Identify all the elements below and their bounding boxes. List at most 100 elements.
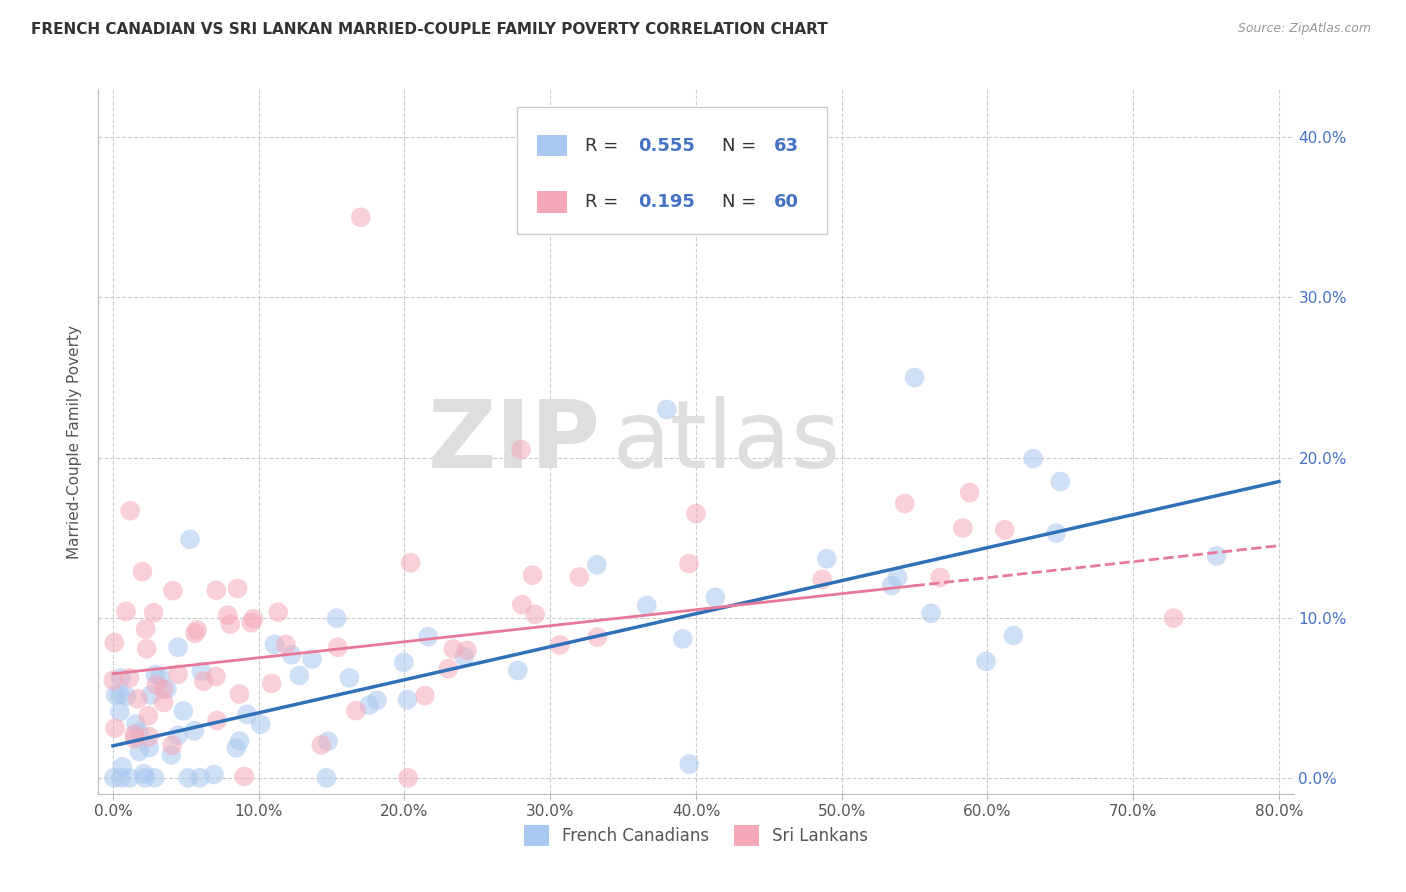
Point xyxy=(506,664,529,678)
Point xyxy=(228,687,250,701)
Point xyxy=(1022,451,1045,466)
Point xyxy=(205,714,228,728)
Point xyxy=(685,507,707,521)
Text: atlas: atlas xyxy=(613,395,841,488)
Point xyxy=(125,717,148,731)
Point xyxy=(974,654,997,668)
Point xyxy=(128,725,150,739)
Point xyxy=(952,521,974,535)
Point xyxy=(260,676,283,690)
Text: N =: N = xyxy=(723,193,762,211)
Point xyxy=(142,606,165,620)
Point xyxy=(120,504,142,518)
Point xyxy=(138,730,160,744)
Point xyxy=(413,689,436,703)
Point xyxy=(288,668,311,682)
Text: R =: R = xyxy=(585,193,624,211)
Point xyxy=(811,572,834,586)
Point xyxy=(366,693,388,707)
Point xyxy=(326,640,349,655)
Point xyxy=(1163,611,1185,625)
Point xyxy=(233,769,256,783)
Point xyxy=(586,630,609,644)
Point xyxy=(815,551,838,566)
Point xyxy=(134,771,156,785)
Point xyxy=(249,717,271,731)
Text: 0.555: 0.555 xyxy=(638,136,696,154)
Point xyxy=(186,623,208,637)
Point xyxy=(510,598,533,612)
Point xyxy=(880,578,903,592)
Point xyxy=(453,649,475,664)
Text: 63: 63 xyxy=(773,136,799,154)
Point xyxy=(136,708,159,723)
Point xyxy=(188,771,211,785)
Point xyxy=(994,523,1017,537)
Point xyxy=(160,747,183,762)
Text: ZIP: ZIP xyxy=(427,395,600,488)
Point xyxy=(524,607,547,622)
Point xyxy=(339,671,361,685)
Point xyxy=(263,637,285,651)
Point xyxy=(437,662,460,676)
Point xyxy=(202,767,225,781)
Point xyxy=(152,696,174,710)
Point xyxy=(167,667,190,681)
Point xyxy=(920,607,942,621)
Point xyxy=(108,688,131,702)
Point xyxy=(132,766,155,780)
Point xyxy=(108,705,131,719)
Point xyxy=(149,670,172,684)
Point xyxy=(219,617,242,632)
Text: 60: 60 xyxy=(773,193,799,211)
Point xyxy=(152,682,174,697)
Point xyxy=(510,442,533,457)
Point xyxy=(138,740,160,755)
Point xyxy=(205,583,228,598)
Point xyxy=(418,630,440,644)
Point xyxy=(1205,549,1227,563)
Point xyxy=(145,678,167,692)
Point xyxy=(167,728,190,742)
Point xyxy=(167,640,190,655)
Point xyxy=(115,604,138,618)
Point xyxy=(392,655,415,669)
Point xyxy=(190,665,212,679)
FancyBboxPatch shape xyxy=(537,192,567,212)
Point xyxy=(183,723,205,738)
Point xyxy=(131,565,153,579)
Point xyxy=(135,622,157,636)
Point xyxy=(156,681,179,696)
Point xyxy=(236,707,259,722)
Point xyxy=(242,612,264,626)
Point xyxy=(172,704,194,718)
Point xyxy=(228,734,250,748)
Point xyxy=(1045,526,1067,541)
Point xyxy=(217,608,239,623)
Point xyxy=(350,211,373,225)
Point xyxy=(655,402,678,417)
Point xyxy=(124,731,146,746)
Point xyxy=(128,744,150,758)
Text: Source: ZipAtlas.com: Source: ZipAtlas.com xyxy=(1237,22,1371,36)
Point xyxy=(399,556,422,570)
Point xyxy=(139,688,162,702)
Point xyxy=(226,582,249,596)
Point xyxy=(124,727,146,741)
Point xyxy=(903,370,925,384)
Point xyxy=(274,638,297,652)
Point xyxy=(359,698,381,712)
Point xyxy=(205,669,228,683)
Point xyxy=(929,571,952,585)
Point xyxy=(177,771,200,785)
Point xyxy=(280,648,302,662)
FancyBboxPatch shape xyxy=(537,135,567,156)
Point xyxy=(1049,475,1071,489)
Point xyxy=(672,632,695,646)
Point xyxy=(118,671,141,685)
Point xyxy=(103,635,125,649)
Point xyxy=(1002,629,1025,643)
Point xyxy=(143,771,166,785)
Point xyxy=(344,704,367,718)
Point xyxy=(110,671,132,685)
